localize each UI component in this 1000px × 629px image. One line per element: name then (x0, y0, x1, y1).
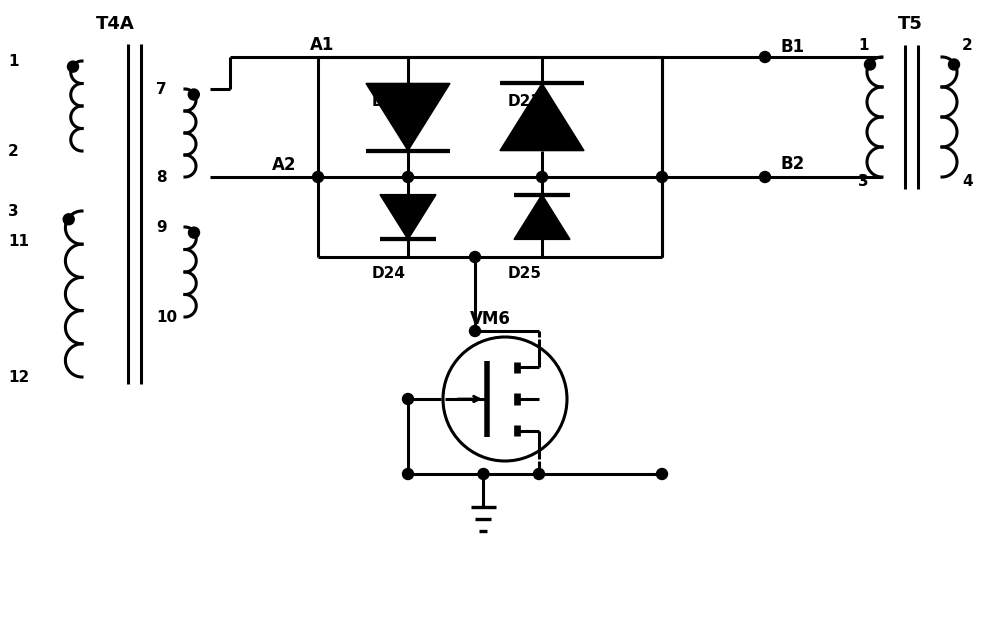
Circle shape (68, 61, 78, 72)
Circle shape (402, 394, 414, 404)
Circle shape (188, 227, 200, 238)
Text: 3: 3 (858, 174, 869, 189)
Circle shape (534, 469, 544, 479)
Text: 8: 8 (156, 169, 167, 184)
Circle shape (656, 469, 668, 479)
Text: B2: B2 (781, 155, 805, 173)
Text: 1: 1 (8, 53, 18, 69)
Text: 4: 4 (962, 174, 973, 189)
Circle shape (312, 172, 324, 182)
Polygon shape (500, 84, 584, 150)
Circle shape (402, 469, 414, 479)
Text: 7: 7 (156, 82, 167, 96)
Text: 1: 1 (858, 38, 868, 52)
Circle shape (402, 172, 414, 182)
Circle shape (536, 172, 548, 182)
Circle shape (760, 172, 770, 182)
Polygon shape (380, 194, 436, 240)
Text: T4A: T4A (96, 15, 134, 33)
Text: 3: 3 (8, 204, 19, 218)
Text: 2: 2 (8, 143, 19, 159)
Text: D24: D24 (372, 267, 406, 282)
Text: D22: D22 (372, 94, 406, 108)
Text: 11: 11 (8, 233, 29, 248)
Text: A2: A2 (272, 156, 296, 174)
Circle shape (478, 469, 489, 479)
Text: D25: D25 (508, 267, 542, 282)
Text: 12: 12 (8, 369, 29, 384)
Polygon shape (514, 194, 570, 240)
Circle shape (865, 59, 876, 70)
Circle shape (760, 52, 770, 62)
Text: 9: 9 (156, 220, 167, 235)
Text: 2: 2 (962, 38, 973, 52)
Circle shape (948, 59, 960, 70)
Circle shape (470, 325, 480, 337)
Text: T5: T5 (898, 15, 922, 33)
Text: VM6: VM6 (470, 310, 510, 328)
Text: A1: A1 (310, 36, 334, 54)
Circle shape (470, 252, 480, 262)
Text: B1: B1 (781, 38, 805, 56)
Text: 10: 10 (156, 309, 177, 325)
Circle shape (656, 172, 668, 182)
Circle shape (63, 214, 74, 225)
Polygon shape (366, 84, 450, 150)
Circle shape (188, 89, 199, 100)
Text: D23: D23 (508, 94, 542, 108)
